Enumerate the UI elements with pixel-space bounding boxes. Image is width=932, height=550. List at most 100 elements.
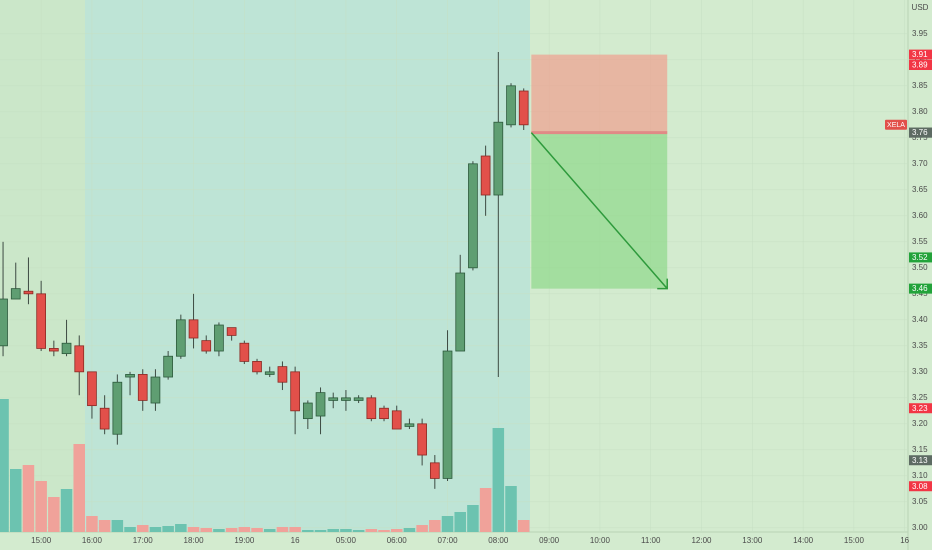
candle-body [150, 376, 161, 404]
arrow-head [657, 278, 668, 290]
volume-bar [238, 527, 251, 532]
volume-bar [73, 444, 86, 532]
volume-bar [225, 528, 238, 532]
price-label: 3.46 [912, 284, 928, 293]
stop-zone [531, 54, 668, 133]
y-tick-label: 3.05 [912, 497, 928, 506]
volume-bar [98, 520, 111, 532]
candle-body [480, 155, 491, 196]
candle-body [328, 397, 339, 401]
candle-body [10, 288, 21, 300]
y-tick-label: 3.20 [912, 419, 928, 428]
volume-bar [0, 399, 9, 532]
y-tick-label: 3.50 [912, 263, 928, 272]
candle-body [518, 90, 529, 126]
candle-body [0, 298, 8, 347]
volume-bar [35, 481, 47, 532]
x-tick-label: 07:00 [438, 536, 459, 545]
x-tick-label: 15:00 [31, 536, 52, 545]
candle-body [277, 366, 288, 383]
volume-bar [22, 465, 35, 532]
x-tick-label: 08:00 [488, 536, 509, 545]
x-tick-label: 14:00 [793, 536, 814, 545]
y-tick-label: 3.10 [912, 471, 928, 480]
volume-bar [390, 529, 403, 532]
candle-body [74, 345, 85, 373]
price-label: 3.13 [912, 456, 928, 465]
volume-bar [365, 529, 378, 532]
x-tick-label: 06:00 [387, 536, 408, 545]
volume-bar [454, 512, 466, 532]
price-label: 3.08 [912, 482, 928, 491]
symbol-tag: XELA [887, 122, 905, 129]
price-label: 3.76 [912, 128, 928, 137]
candle-body [175, 319, 186, 357]
currency-label: USD [912, 3, 929, 12]
y-tick-label: 3.85 [912, 81, 928, 90]
session-extended [85, 0, 530, 532]
x-tick-label: 16 [900, 536, 909, 545]
y-tick-label: 3.55 [912, 237, 928, 246]
candle-body [455, 272, 466, 352]
volume-bar [403, 528, 416, 532]
price-label-box [909, 127, 932, 138]
price-label: 3.89 [912, 61, 928, 70]
y-tick-label: 3.40 [912, 315, 928, 324]
candle-body [493, 121, 504, 196]
volume-bar [505, 486, 517, 532]
volume-bar [86, 516, 98, 532]
volume-bar [200, 528, 212, 532]
y-tick-label: 3.35 [912, 341, 928, 350]
price-label: 3.23 [912, 404, 928, 413]
volume-bar [213, 529, 225, 532]
price-label: 3.52 [912, 253, 928, 262]
price-label-box [909, 49, 932, 60]
x-tick-label: 19:00 [234, 536, 255, 545]
candle-body [137, 374, 148, 401]
volume-bar [124, 527, 136, 532]
price-label-box [909, 283, 932, 294]
x-tick-label: 05:00 [336, 536, 357, 545]
candle-body [226, 327, 237, 336]
y-tick-label: 3.60 [912, 211, 928, 220]
y-tick-label: 3.00 [912, 523, 928, 532]
volume-bar [302, 530, 314, 532]
candle-body [36, 293, 46, 349]
volume-bar [352, 530, 365, 532]
candle-body [125, 374, 135, 378]
candle-body [201, 340, 212, 352]
volume-bar [314, 530, 327, 532]
price-label: 3.91 [912, 50, 928, 59]
volume-bar [60, 489, 73, 532]
candle-body [353, 397, 364, 401]
candle-body [379, 407, 389, 420]
candle-body [302, 402, 313, 420]
volume-bar [378, 530, 390, 532]
candle-body [163, 355, 173, 378]
x-tick-label: 16 [291, 536, 300, 545]
candle-body [188, 319, 199, 339]
x-tick-label: 09:00 [539, 536, 560, 545]
volume-bar [416, 525, 428, 532]
volume-bar [149, 527, 162, 532]
x-tick-label: 18:00 [184, 536, 205, 545]
volume-bar [429, 520, 441, 532]
volume-bar [327, 529, 339, 532]
x-tick-label: 16:00 [82, 536, 103, 545]
candle-body [506, 85, 516, 126]
volume-bar [175, 524, 187, 532]
price-label-box [909, 455, 932, 466]
candle-body [23, 290, 34, 295]
y-tick-label: 3.95 [912, 29, 928, 38]
volume-bar [251, 528, 263, 532]
candle-body [429, 462, 440, 479]
volume-bar [276, 527, 289, 532]
y-tick-label: 3.30 [912, 367, 928, 376]
candle-body [87, 371, 97, 407]
candle-body [468, 163, 478, 269]
volume-bar [517, 520, 530, 532]
volume-bar [441, 516, 454, 532]
volume-bar [9, 469, 22, 532]
candle-body [214, 324, 224, 352]
